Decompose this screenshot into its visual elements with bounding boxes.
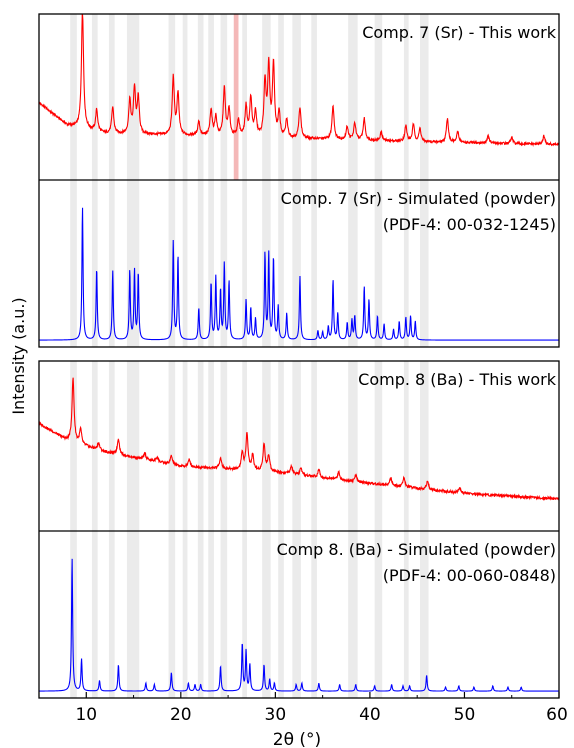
panel-frames [38,13,560,699]
x-tick-label: 30 [265,705,287,725]
x-tick-label: 40 [359,705,381,725]
x-axis-label: 2θ (°) [273,730,321,748]
shaded-band [220,361,228,698]
panel-title: Comp. 8 (Ba) - This work [358,370,557,389]
shaded-band [197,361,204,698]
shaded-band [420,361,429,698]
measured-pattern-line [38,14,560,148]
shaded-band [348,361,358,698]
shaded-band [70,361,77,698]
shaded-band [208,361,214,698]
x-axis: 10 20 30 40 50 60 [38,692,568,725]
shaded-band [374,361,383,698]
shaded-band [242,361,247,698]
panel-frame [38,360,560,699]
x-tick-label: 50 [454,705,476,725]
highlight-band [233,14,239,180]
simulated-pattern-line [39,558,559,692]
panel-title: Comp. 7 (Sr) - This work [362,23,557,42]
measured-pattern-line [38,377,560,501]
simulated-pattern-line [39,207,559,341]
shaded-band [292,361,301,698]
shaded-band [91,361,98,698]
x-tick-label: 10 [75,705,97,725]
shaded-band [403,361,409,698]
shaded-band [311,361,317,698]
shaded-band [108,361,115,698]
pattern-panels [38,14,560,692]
shaded-band [168,361,176,698]
panel-labels: Comp. 7 (Sr) - This work Comp. 7 (Sr) - S… [277,23,557,585]
shaded-band [182,361,188,698]
shaded-band [262,361,271,698]
x-tick-label: 20 [170,705,192,725]
panel-subtitle: (PDF-4: 00-060-0848) [383,566,556,585]
panel-subtitle: (PDF-4: 00-032-1245) [383,215,556,234]
panel-title: Comp 8. (Ba) - Simulated (powder) [277,540,556,559]
panel-title: Comp. 7 (Sr) - Simulated (powder) [281,189,556,208]
shaded-band [278,361,284,698]
y-axis-label: Intensity (a.u.) [9,297,28,414]
shaded-band [126,361,140,698]
x-tick-label: 60 [546,705,568,725]
